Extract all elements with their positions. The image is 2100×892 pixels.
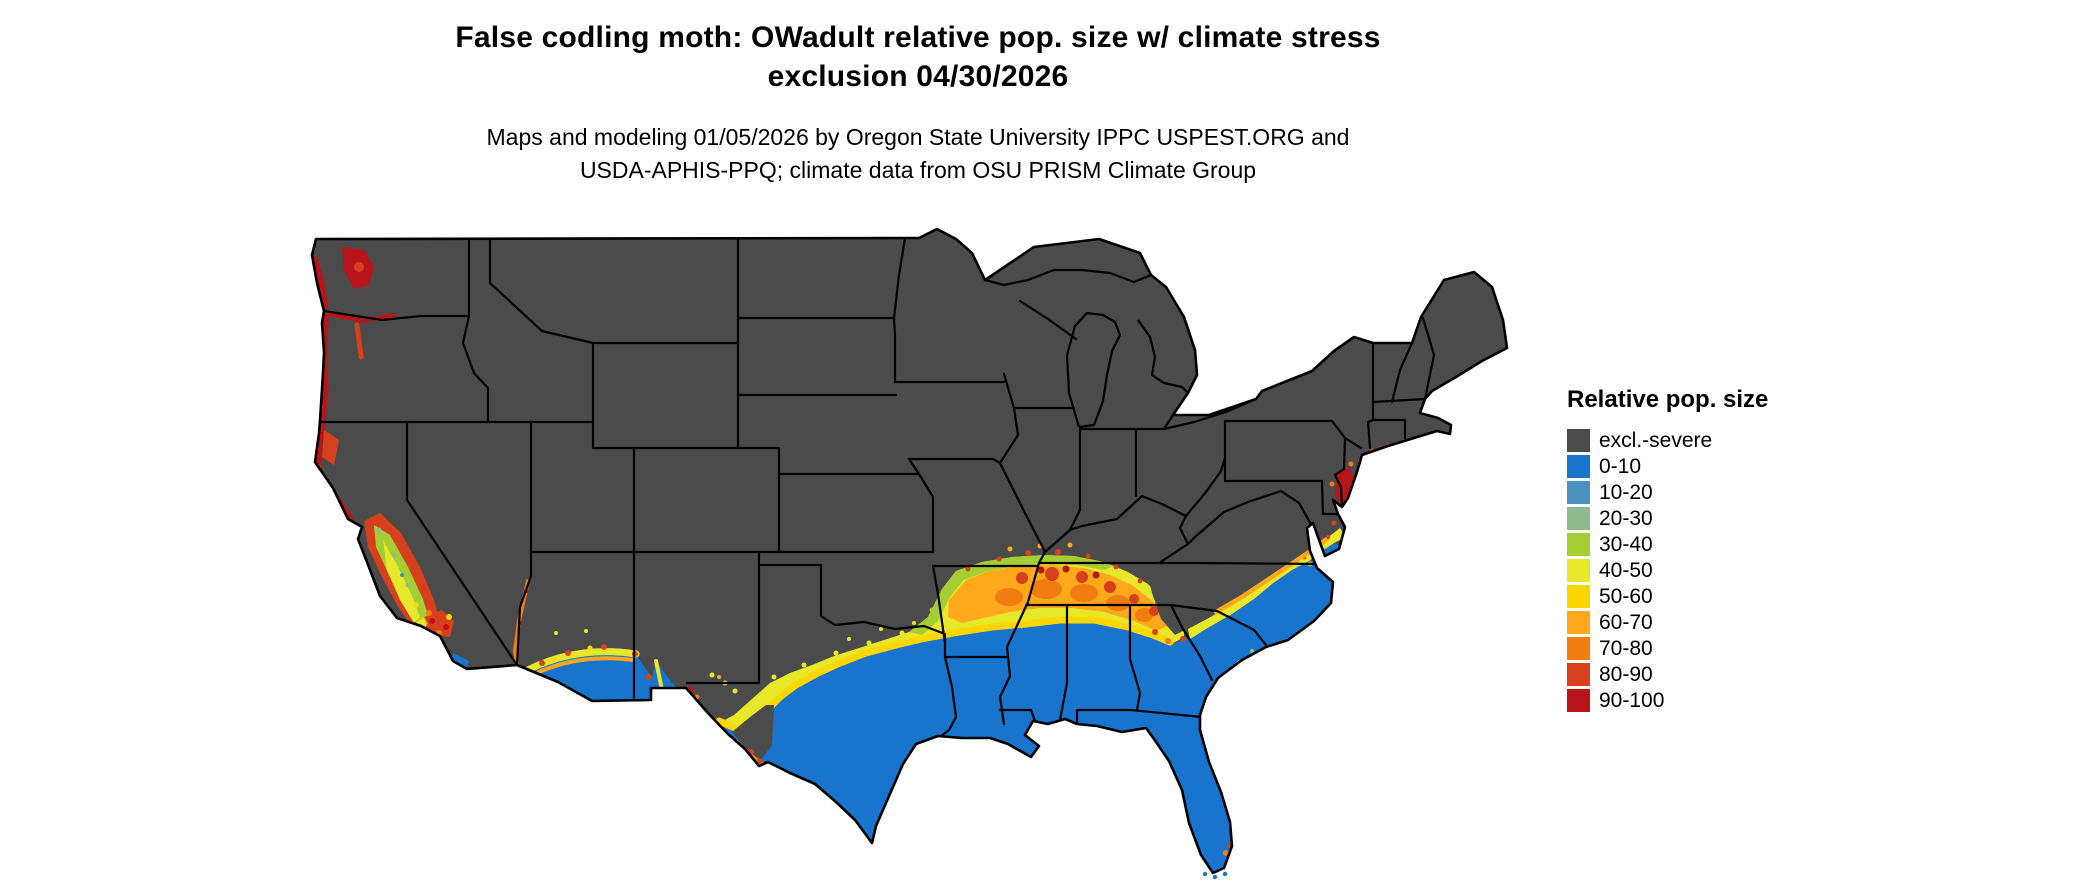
colorado-river-streak	[512, 579, 530, 667]
florida-tip-orange	[1223, 850, 1229, 856]
band-speckles-yellow	[771, 621, 916, 680]
florida-tip-red	[1227, 844, 1231, 848]
legend-swatch	[1567, 688, 1590, 712]
band-pop-90-100	[1037, 565, 1100, 579]
legend-swatch	[1567, 454, 1590, 478]
riogrande-red	[657, 691, 661, 695]
title-line-1: False codling moth: OWadult relative pop…	[455, 21, 1381, 54]
legend-swatch	[1567, 532, 1590, 556]
bigbend-red	[748, 749, 763, 764]
us-map	[304, 222, 1526, 884]
legend-label: 0-10	[1599, 454, 1642, 478]
subtitle-line-2: USDA-APHIS-PPQ; climate data from OSU PR…	[579, 157, 1257, 183]
figure-subtitle: Maps and modeling 01/05/2026 by Oregon S…	[0, 121, 1836, 187]
florida-keys	[1202, 871, 1228, 880]
legend-label: 30-40	[1599, 532, 1653, 556]
band-pop-30-40	[909, 555, 1114, 635]
appalachian-flank-hot	[1152, 629, 1186, 642]
legend-label: 90-100	[1599, 688, 1665, 712]
kentucky-speckles	[1007, 542, 1073, 552]
appalachian-flank-orange	[1165, 638, 1171, 644]
legend-label: 50-60	[1599, 584, 1653, 608]
socal-gold	[446, 614, 452, 620]
legend-title: Relative pop. size	[1567, 386, 1769, 413]
great-lakes	[984, 268, 1257, 431]
socal-darkred	[429, 618, 449, 630]
legend-row: 20-30	[1567, 505, 1768, 531]
legend-row: 10-20	[1567, 479, 1768, 505]
state-borders	[319, 236, 1436, 738]
legend-row: 90-100	[1567, 687, 1768, 713]
legend-swatch	[1567, 610, 1590, 634]
legend-swatch	[1567, 584, 1590, 608]
legend-swatch	[1567, 428, 1590, 452]
az-darkred	[510, 669, 516, 675]
central-valley-core	[383, 540, 420, 623]
willamette-streak	[354, 322, 364, 360]
legend-row: 0-10	[1567, 453, 1768, 479]
az-yellow-north	[554, 629, 588, 635]
legend-label: excl.-severe	[1599, 428, 1713, 452]
legend: Relative pop. size excl.-severe 0-10 10-…	[1567, 386, 1768, 713]
legend-label: 80-90	[1599, 662, 1653, 686]
figure-title: False codling moth: OWadult relative pop…	[0, 18, 1836, 96]
legend-row: 50-60	[1567, 583, 1768, 609]
legend-swatch	[1567, 558, 1590, 582]
legend-label: 10-20	[1599, 480, 1653, 504]
band-speckles-green	[929, 582, 955, 613]
se-nm-orange	[717, 675, 721, 679]
valley-sage-specks	[376, 527, 411, 588]
legend-swatch	[1567, 636, 1590, 660]
band-pop-60-70	[948, 565, 1170, 631]
legend-row: 30-40	[1567, 531, 1768, 557]
legend-row: 40-50	[1567, 557, 1768, 583]
legend-label: 40-50	[1599, 558, 1653, 582]
band-pop-70-80	[995, 579, 1153, 622]
region-bigbend-excluded	[732, 705, 774, 761]
subtitle-line-1: Maps and modeling 01/05/2026 by Oregon S…	[486, 124, 1350, 150]
legend-label: 60-70	[1599, 610, 1653, 634]
legend-row: excl.-severe	[1567, 427, 1768, 453]
columbia-streak	[322, 311, 396, 324]
legend-label: 20-30	[1599, 506, 1653, 530]
legend-swatch	[1567, 480, 1590, 504]
norcal-blob	[322, 430, 339, 465]
region-appalachian-excluded	[1144, 558, 1201, 635]
legend-swatch	[1567, 506, 1590, 530]
legend-label: 70-80	[1599, 636, 1653, 660]
valley-teal-speck	[400, 573, 404, 577]
legend-row: 60-70	[1567, 609, 1768, 635]
legend-items: excl.-severe 0-10 10-20 20-30 30-40 40-5…	[1567, 427, 1768, 713]
legend-row: 70-80	[1567, 635, 1768, 661]
legend-row: 80-90	[1567, 661, 1768, 687]
legend-swatch	[1567, 662, 1590, 686]
az-gold-specks	[551, 645, 593, 662]
us-map-svg	[310, 227, 1509, 880]
puget-inner	[354, 262, 364, 272]
title-line-2: exclusion 04/30/2026	[767, 60, 1069, 93]
